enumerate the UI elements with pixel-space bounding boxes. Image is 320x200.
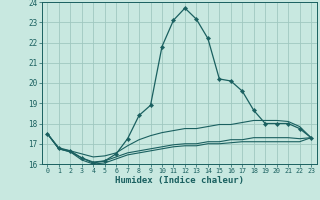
X-axis label: Humidex (Indice chaleur): Humidex (Indice chaleur) [115, 176, 244, 185]
